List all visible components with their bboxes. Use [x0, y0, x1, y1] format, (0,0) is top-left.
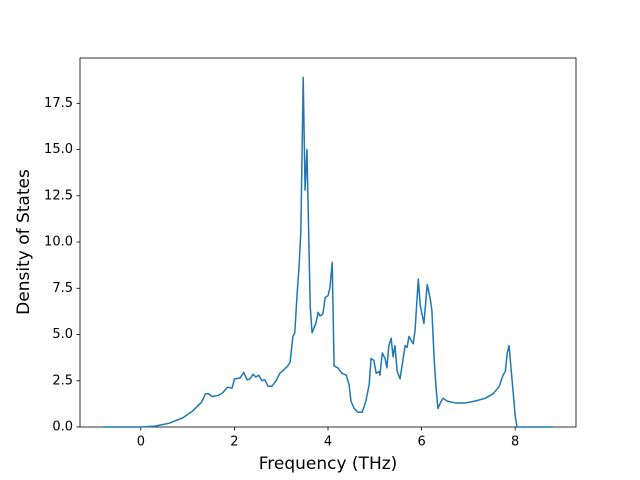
dos-line — [102, 76, 554, 428]
y-tick-label: 10.0 — [44, 235, 73, 250]
x-tick-label: 8 — [511, 435, 519, 450]
x-tick-label: 0 — [137, 435, 145, 450]
y-tick-label: 17.5 — [44, 96, 73, 111]
y-axis-label: Density of States — [14, 169, 34, 315]
y-tick-label: 7.5 — [52, 281, 73, 296]
y-tick-label: 15.0 — [44, 142, 73, 157]
x-axis-label: Frequency (THz) — [259, 454, 398, 474]
x-tick-label: 4 — [324, 435, 332, 450]
y-tick-label: 2.5 — [52, 373, 73, 388]
y-tick-label: 12.5 — [44, 188, 73, 203]
plot-frame — [79, 57, 577, 428]
y-tick-label: 5.0 — [52, 327, 73, 342]
x-tick-label: 6 — [417, 435, 425, 450]
y-tick-label: 0.0 — [52, 420, 73, 435]
x-tick-label: 2 — [230, 435, 238, 450]
